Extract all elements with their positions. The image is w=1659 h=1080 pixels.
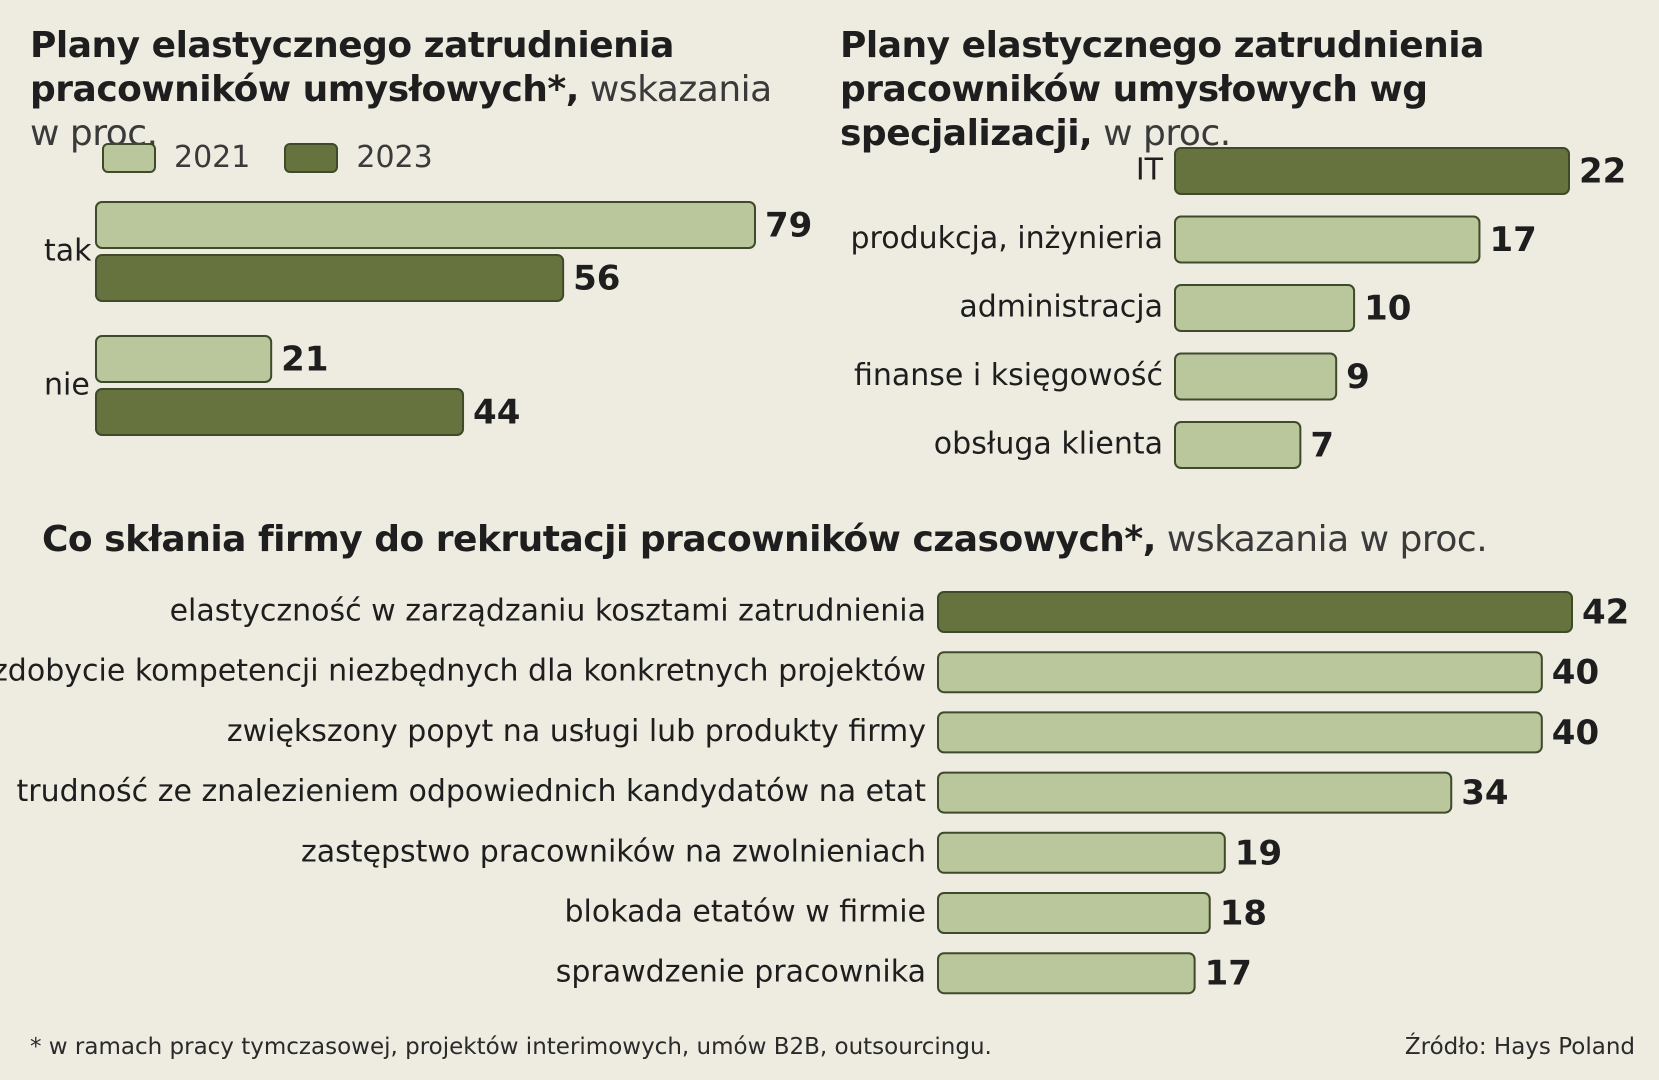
legend-item-2023: 2023 <box>284 140 433 175</box>
chart3-value-label: 18 <box>1220 894 1267 934</box>
source-note: Źródło: Hays Poland <box>1404 1034 1635 1060</box>
chart3-value-label: 40 <box>1552 653 1599 693</box>
chart1-legend: 2021 2023 <box>102 140 447 175</box>
chart3-value-label: 19 <box>1235 833 1282 873</box>
chart3-category-label: sprawdzenie pracownika <box>556 955 926 990</box>
chart1-value-label: 56 <box>573 259 620 299</box>
chart2-bar <box>1174 352 1338 401</box>
chart2-bar <box>1174 421 1302 469</box>
legend-label-2023: 2023 <box>356 140 433 175</box>
chart2-category-label: administracja <box>959 290 1163 325</box>
legend-item-2021: 2021 <box>102 140 250 175</box>
legend-swatch-2021 <box>102 142 156 173</box>
chart3-category-label: zwiększony popyt na usługi lub produkty … <box>227 714 926 749</box>
chart3-value-label: 42 <box>1582 593 1629 633</box>
chart1-category-label: nie <box>44 368 90 403</box>
chart1-bar <box>95 388 465 436</box>
chart3-category-label: trudność ze znalezieniem odpowiednich ka… <box>17 774 927 809</box>
chart3-bar <box>937 591 1573 633</box>
chart3-bar <box>937 831 1226 874</box>
chart1-bar <box>95 254 565 302</box>
chart2-title-main: Plany elastycznego zatrudnienia pracowni… <box>840 25 1484 154</box>
chart2-value-label: 22 <box>1579 152 1626 192</box>
chart2-title: Plany elastycznego zatrudnienia pracowni… <box>840 24 1640 156</box>
legend-label-2021: 2021 <box>174 140 251 175</box>
chart3-category-label: blokada etatów w firmie <box>564 895 926 930</box>
chart2-value-label: 10 <box>1364 289 1411 329</box>
chart2-category-label: IT <box>1136 153 1164 188</box>
chart2-bar <box>1174 215 1481 264</box>
chart1-bar <box>95 201 756 249</box>
chart1-value-label: 44 <box>473 393 520 433</box>
chart3-bar <box>937 952 1196 995</box>
chart1-category-label: tak <box>44 234 92 269</box>
chart1-title: Plany elastycznego zatrudnienia pracowni… <box>30 24 790 156</box>
chart3-category-label: zastępstwo pracowników na zwolnieniach <box>301 834 926 869</box>
chart2-value-label: 17 <box>1489 220 1536 260</box>
chart2-bar <box>1174 147 1570 195</box>
chart2-category-label: finanse i księgowość <box>854 358 1163 393</box>
chart2-bar <box>1174 284 1356 332</box>
footnote: * w ramach pracy tymczasowej, projektów … <box>30 1034 992 1060</box>
chart3-value-label: 40 <box>1552 713 1599 753</box>
chart3-bar <box>937 771 1453 814</box>
chart1-value-label: 21 <box>281 340 328 380</box>
chart3-category-label: elastyczność w zarządzaniu kosztami zatr… <box>170 594 926 629</box>
chart3-category-label: zdobycie kompetencji niezbędnych dla kon… <box>0 654 926 689</box>
chart3-title: Co skłania firmy do rekrutacji pracownik… <box>42 518 1542 562</box>
chart2-value-label: 7 <box>1310 426 1334 466</box>
chart3-value-label: 17 <box>1205 954 1252 994</box>
legend-swatch-2023 <box>284 142 339 173</box>
chart3-bar <box>937 711 1543 754</box>
chart3-value-label: 34 <box>1461 773 1508 813</box>
chart1-bar <box>95 335 273 383</box>
chart3-title-sub: wskazania w proc. <box>1166 519 1488 560</box>
chart1-value-label: 79 <box>765 206 812 246</box>
chart1-title-main: Plany elastycznego zatrudnienia pracowni… <box>30 25 674 110</box>
chart3-bar <box>937 892 1211 934</box>
chart2-category-label: obsługa klienta <box>934 427 1163 462</box>
chart3-title-main: Co skłania firmy do rekrutacji pracownik… <box>42 519 1156 560</box>
chart3-bar <box>937 651 1543 694</box>
chart2-category-label: produkcja, inżynieria <box>851 221 1164 256</box>
chart2-value-label: 9 <box>1346 357 1370 397</box>
